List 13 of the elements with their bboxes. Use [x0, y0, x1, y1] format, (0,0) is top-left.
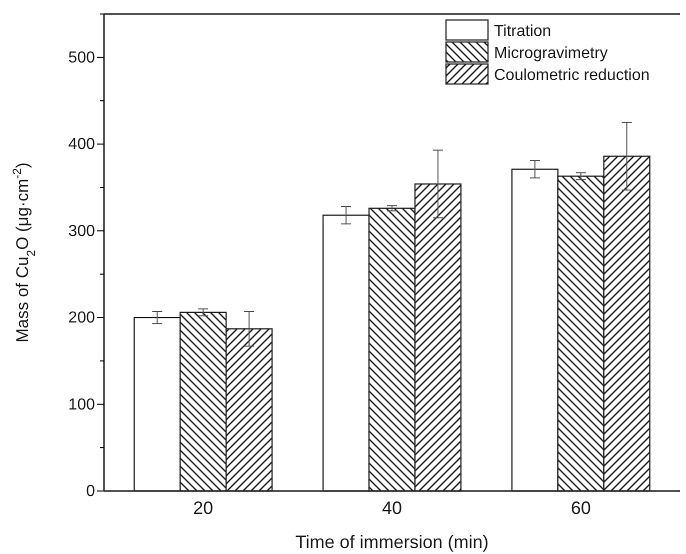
- x-tick-label: 20: [193, 498, 214, 518]
- legend-label: Coulometric reduction: [494, 67, 650, 84]
- y-tick-label: 300: [68, 222, 96, 240]
- y-tick-label: 100: [68, 396, 96, 414]
- y-tick-label: 0: [86, 483, 96, 500]
- y-tick-label: 500: [68, 49, 96, 66]
- x-axis-title: Time of immersion (min): [295, 532, 489, 552]
- y-tick-label: 200: [68, 310, 96, 327]
- legend-label: Microgravimetry: [494, 45, 608, 62]
- x-tick-label: 60: [570, 498, 591, 518]
- legend-label: Titration: [494, 23, 552, 40]
- y-tick-label: 400: [68, 136, 96, 154]
- x-tick-label: 40: [382, 498, 402, 518]
